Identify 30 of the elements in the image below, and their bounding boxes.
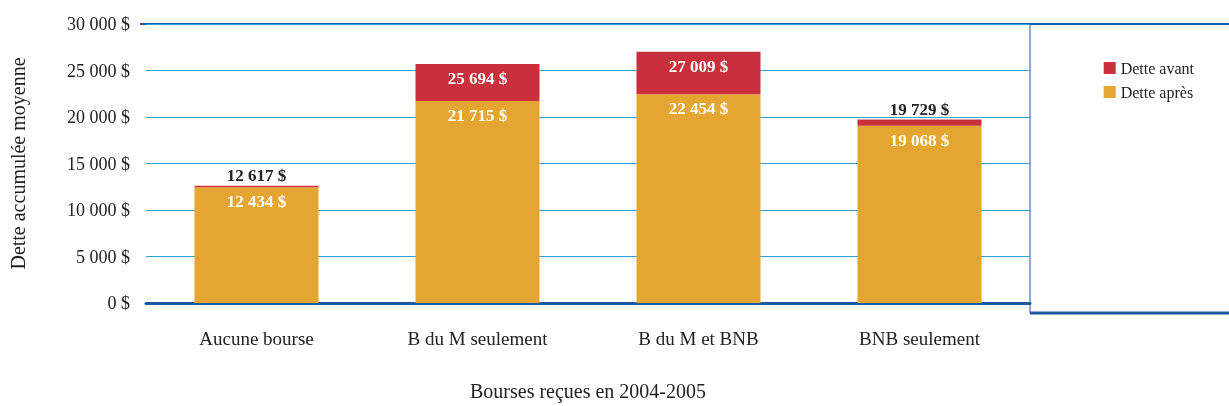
x-tick-label: Aucune bourse: [199, 328, 314, 349]
y-tick-label: 5 000 $: [76, 246, 130, 267]
x-tick-label: B du M seulement: [407, 328, 549, 349]
y-tick-label: 0 $: [107, 293, 130, 313]
y-tick-label: 10 000 $: [67, 200, 130, 220]
data-label: 21 715 $: [447, 106, 508, 126]
legend-label: Dette avant: [1120, 59, 1195, 77]
y-tick-label: 15 000 $: [67, 153, 130, 174]
bar: [857, 119, 982, 126]
total-label: 12 617 $: [226, 165, 287, 185]
total-label: 19 729 $: [889, 99, 950, 119]
bar: [636, 51, 761, 95]
x-tick-label: BNB seulement: [859, 328, 981, 349]
bar: [415, 101, 540, 303]
x-axis-title: Bourses reçues en 2004-2005: [469, 380, 707, 403]
data-label: 19 068 $: [889, 130, 950, 150]
y-tick-label: 20 000 $: [67, 107, 130, 127]
bar: [415, 64, 540, 102]
data-label: 22 454 $: [668, 99, 729, 119]
bar: [857, 125, 982, 303]
bar: [194, 187, 319, 303]
bar: [636, 94, 761, 303]
y-axis-title: Dette accumulée moyenne: [7, 57, 30, 270]
y-tick-label: 25 000 $: [67, 60, 130, 81]
total-label: 27 009 $: [668, 56, 729, 76]
x-tick-label: B du M et BNB: [638, 328, 759, 349]
legend-label: Dette après: [1120, 83, 1194, 102]
total-label: 25 694 $: [447, 69, 508, 89]
data-label: 12 434 $: [226, 192, 287, 212]
y-tick-label: 30 000 $: [67, 14, 130, 34]
